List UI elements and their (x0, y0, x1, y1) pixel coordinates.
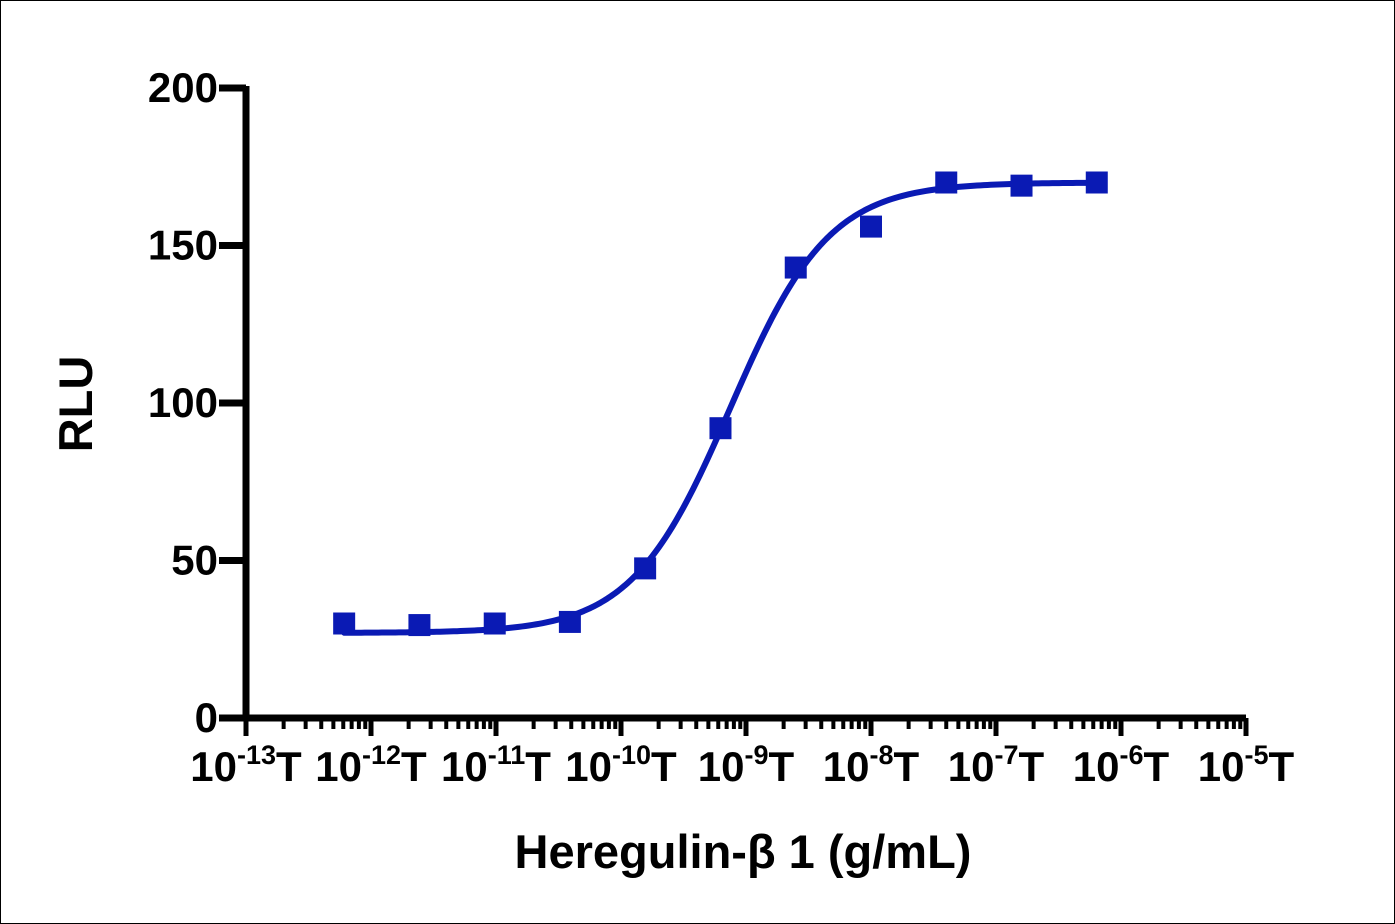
y-tick-label: 50 (171, 537, 218, 584)
y-tick-label: 150 (148, 222, 218, 269)
x-tick-base: 10 (823, 743, 870, 790)
x-tick-exponent: -11 (488, 740, 526, 770)
fit-curve (341, 179, 1100, 636)
x-tick-base: 10 (698, 743, 745, 790)
x-tick-label: 10-12T (315, 740, 427, 790)
data-point (558, 610, 581, 633)
x-tick-base: 10 (1198, 743, 1245, 790)
x-tick-exponent: -5 (1245, 740, 1269, 770)
data-point (709, 417, 732, 440)
x-tick-label: 10-13T (190, 740, 302, 790)
data-point (1085, 171, 1108, 194)
data-point (408, 614, 431, 637)
x-tick-suffix: T (651, 743, 677, 790)
x-tick-label: 10-8T (823, 740, 920, 790)
x-tick-exponent: -8 (870, 740, 894, 770)
x-tick-suffix: T (276, 743, 302, 790)
x-tick-label: 10-11T (441, 740, 551, 790)
x-tick-suffix: T (769, 743, 795, 790)
x-tick-suffix: T (525, 743, 551, 790)
x-tick-label: 10-9T (698, 740, 795, 790)
data-point (1010, 174, 1033, 197)
y-tick-label: 100 (148, 379, 218, 426)
y-axis-label: RLU (49, 356, 102, 453)
x-tick-exponent: -6 (1120, 740, 1144, 770)
data-point (333, 612, 356, 635)
x-tick-label: 10-10T (565, 740, 677, 790)
x-tick-suffix: T (401, 743, 427, 790)
x-tick-base: 10 (315, 743, 362, 790)
x-axis-label: Heregulin-β 1 (g/mL) (515, 825, 972, 878)
data-point (634, 557, 657, 580)
x-tick-exponent: -7 (995, 740, 1019, 770)
data-point (860, 215, 882, 238)
x-tick-exponent: -13 (237, 740, 276, 770)
x-tick-base: 10 (948, 743, 995, 790)
x-tick-exponent: -10 (612, 740, 651, 770)
x-tick-label: 10-5T (1198, 740, 1295, 790)
x-tick-exponent: -9 (745, 740, 769, 770)
x-tick-suffix: T (1019, 743, 1045, 790)
x-tick-suffix: T (894, 743, 920, 790)
y-tick-label: 200 (148, 64, 218, 111)
data-point (784, 256, 807, 279)
y-tick-label: 0 (195, 694, 218, 741)
x-tick-base: 10 (441, 743, 488, 790)
x-tick-label: 10-6T (1073, 740, 1170, 790)
x-tick-exponent: -12 (362, 740, 401, 770)
data-points-layer (333, 171, 1108, 637)
x-tick-base: 10 (565, 743, 612, 790)
x-tick-label: 10-7T (948, 740, 1045, 790)
x-tick-base: 10 (190, 743, 237, 790)
x-tick-base: 10 (1073, 743, 1120, 790)
data-point (483, 612, 506, 635)
x-tick-suffix: T (1269, 743, 1295, 790)
data-point (935, 171, 958, 194)
x-tick-suffix: T (1144, 743, 1170, 790)
fit-curve-layer (341, 179, 1100, 636)
